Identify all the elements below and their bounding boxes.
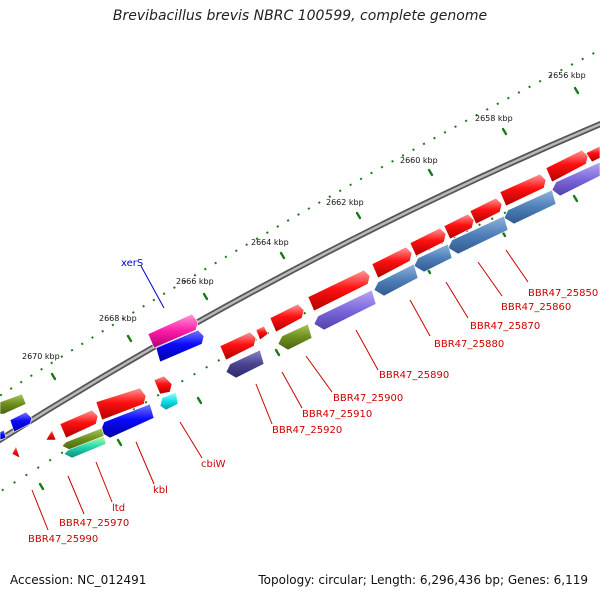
gene-label: cbiW (201, 459, 226, 470)
gene-arrow[interactable] (153, 375, 173, 395)
kbp-label: 2668 kbp (99, 314, 137, 323)
kbp-label: 2670 kbp (22, 352, 60, 361)
gene-arrow[interactable] (503, 189, 557, 225)
gene-arrow[interactable] (585, 145, 600, 163)
genome-backbone (0, 120, 600, 444)
gene-label: BBR47_25880 (434, 339, 504, 350)
gene-label: ltd (112, 503, 125, 514)
gene-label: BBR47_25910 (302, 409, 372, 420)
gene-label: BBR47_25990 (28, 534, 98, 545)
gene-arrow[interactable] (0, 393, 27, 415)
gene-label: kbl (153, 485, 168, 496)
gene-label: BBR47_25970 (59, 518, 129, 529)
gene-arrow[interactable] (255, 325, 269, 341)
gene-label: BBR47_25850 (528, 288, 598, 299)
gene-arrow[interactable] (409, 227, 447, 257)
gene-arrow[interactable] (551, 161, 600, 197)
map-title: Brevibacillus brevis NBRC 100599, comple… (112, 8, 488, 24)
gene-arrow[interactable] (313, 289, 377, 331)
gene-arrow[interactable] (225, 349, 265, 379)
gene-label: BBR47_25920 (272, 425, 342, 436)
reverse-strand-genes (11, 161, 600, 459)
gene-arrow[interactable] (443, 213, 475, 240)
gene-label: BBR47_25900 (333, 393, 403, 404)
gene-arrow[interactable] (59, 409, 99, 439)
kbp-label: 2656 kbp (548, 71, 586, 80)
genome-summary: Topology: circular; Length: 6,296,436 bp… (258, 573, 588, 587)
kbp-scale-track (0, 49, 600, 397)
gene-arrow[interactable] (63, 435, 107, 459)
gene-arrow[interactable] (95, 387, 147, 421)
gene-label-xerS: xerS (121, 258, 143, 269)
gene-arrow[interactable] (147, 313, 199, 349)
xerS-leader-line (140, 265, 165, 309)
gene-arrow[interactable] (277, 323, 313, 351)
gene-label: BBR47_25860 (501, 302, 571, 313)
gene-arrow[interactable] (269, 303, 305, 333)
accession-label: Accession: NC_012491 (10, 573, 147, 587)
kbp-label: 2658 kbp (475, 114, 513, 123)
kbp-label: 2660 kbp (400, 156, 438, 165)
gene-arrow[interactable] (499, 173, 547, 207)
gene-label: BBR47_25890 (379, 370, 449, 381)
gene-arrow[interactable] (373, 263, 419, 297)
gene-arrow[interactable] (371, 246, 413, 279)
gene-arrow[interactable] (45, 429, 57, 441)
gene-arrow[interactable] (0, 429, 7, 441)
gene-arrow[interactable] (413, 243, 453, 273)
gene-arrow[interactable] (307, 269, 371, 312)
gene-label: BBR47_25870 (470, 321, 540, 332)
kbp-label: 2666 kbp (176, 277, 214, 286)
major-tick-marks (50, 86, 580, 381)
gene-arrow[interactable] (469, 197, 503, 225)
label-leader-lines (31, 249, 529, 531)
gene-arrow[interactable] (219, 331, 257, 361)
forward-strand-genes (0, 145, 600, 441)
gene-arrow[interactable] (159, 391, 179, 411)
kbp-label: 2664 kbp (251, 238, 289, 247)
gene-arrow[interactable] (11, 445, 21, 459)
gene-arrow[interactable] (545, 149, 589, 183)
gene-arrow[interactable] (155, 329, 205, 363)
gene-arrow[interactable] (9, 411, 33, 433)
kbp-label: 2662 kbp (326, 198, 364, 207)
